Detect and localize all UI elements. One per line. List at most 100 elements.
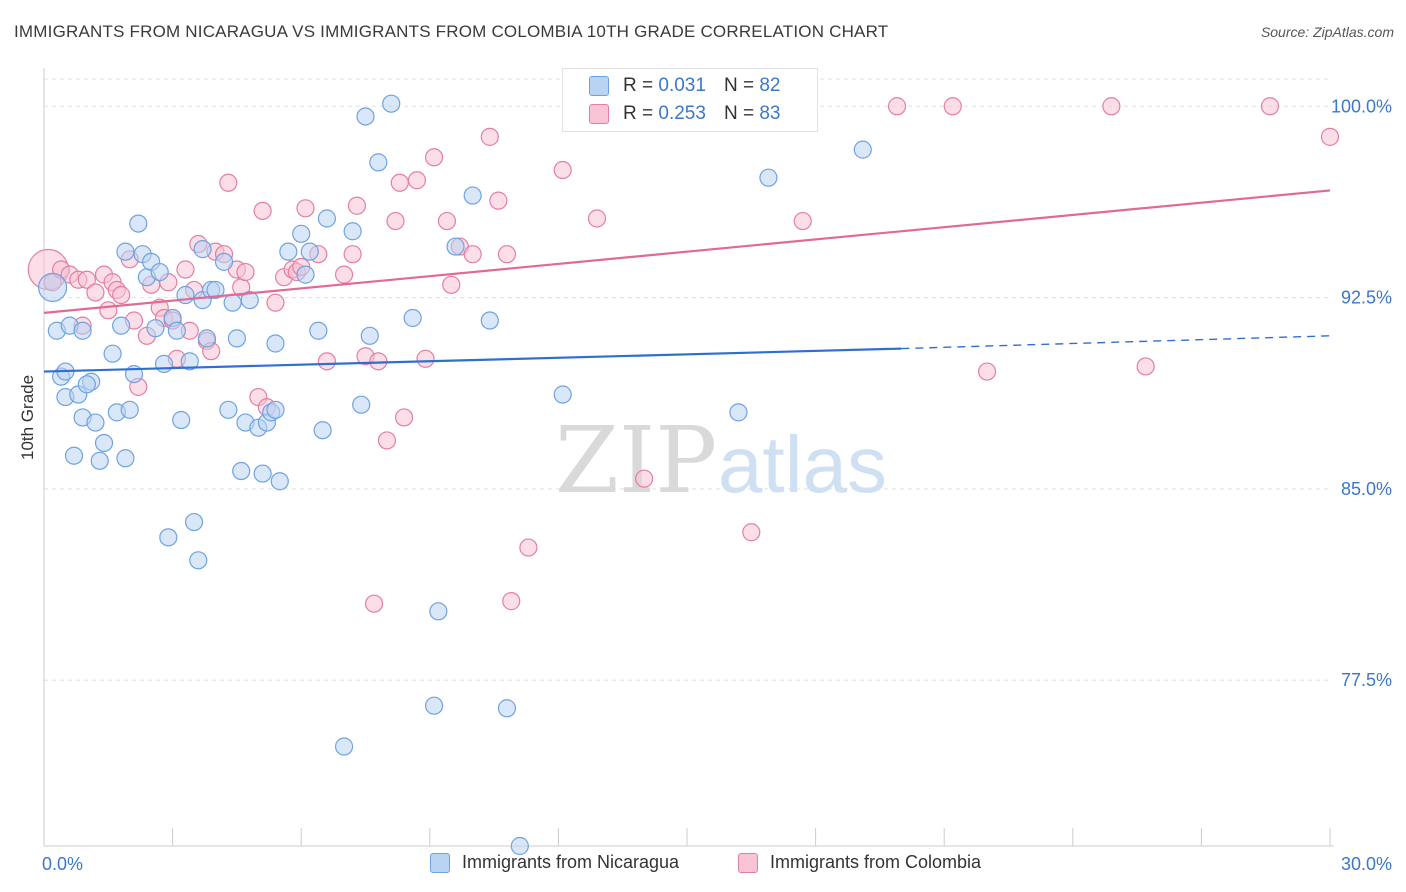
nicaragua-point: [146, 319, 165, 338]
x-tick-label: 0.0%: [42, 854, 83, 874]
nicaragua-point: [510, 836, 529, 856]
colombia-point: [497, 245, 517, 264]
nicaragua-point: [90, 451, 109, 470]
legend-label: Immigrants from Nicaragua: [462, 852, 680, 872]
nicaragua-point: [227, 329, 246, 348]
colombia-point: [266, 293, 285, 312]
chart-title: IMMIGRANTS FROM NICARAGUA VS IMMIGRANTS …: [14, 22, 889, 41]
nicaragua-point: [446, 237, 465, 256]
legend-label: Immigrants from Colombia: [770, 852, 982, 872]
colombia-point: [176, 260, 195, 279]
nicaragua-point: [167, 321, 186, 340]
nicaragua-point: [214, 252, 234, 271]
legend-row-colombia: R = 0.253 N = 83: [589, 101, 780, 127]
nicaragua-point: [180, 352, 199, 371]
stats-legend: R = 0.031 N = 82 R = 0.253 N = 83: [562, 68, 818, 132]
colombia-point: [1136, 357, 1155, 376]
colombia-point: [553, 160, 572, 180]
n-value: 83: [759, 103, 781, 124]
colombia-point: [253, 201, 272, 220]
colombia-point: [887, 97, 907, 116]
nicaragua-point: [296, 265, 315, 284]
nicaragua-point: [116, 242, 135, 261]
nicaragua-point: [429, 602, 448, 621]
colombia-point: [86, 283, 105, 302]
nicaragua-point: [266, 334, 285, 353]
nicaragua-point: [120, 400, 139, 419]
y-tick-label: 85.0%: [1341, 479, 1392, 499]
nicaragua-point: [270, 472, 289, 491]
colombia-point: [1102, 97, 1121, 116]
colombia-point: [112, 285, 131, 305]
legend-item-colombia: Immigrants from Colombia: [738, 852, 981, 873]
colombia-point: [296, 199, 315, 218]
nicaragua-point: [356, 107, 375, 126]
colombia-point: [364, 594, 384, 613]
colombia-point: [407, 171, 427, 190]
pink-swatch: [589, 104, 609, 124]
nicaragua-point: [219, 400, 238, 419]
colombia-point: [347, 196, 367, 215]
nicaragua-point: [497, 699, 517, 718]
blue-swatch: [589, 76, 609, 96]
nicaragua-point: [37, 272, 68, 302]
colombia-point: [343, 245, 362, 264]
nicaragua-point: [266, 400, 285, 419]
nicaragua-point: [343, 222, 362, 241]
y-tick-label: 100.0%: [1331, 96, 1392, 116]
nicaragua-point: [313, 421, 332, 440]
nicaragua-points: [37, 94, 872, 856]
colombia-point: [463, 245, 482, 264]
y-tick-label: 77.5%: [1341, 670, 1392, 690]
colombia-point: [519, 538, 538, 557]
colombia-point: [480, 127, 499, 146]
r-label: R =: [623, 75, 654, 96]
colombia-point: [334, 265, 354, 284]
nicaragua-point: [154, 354, 174, 373]
colombia-point: [742, 523, 761, 542]
grid-lines: [44, 78, 1330, 681]
colombia-point: [502, 592, 521, 611]
colombia-point: [1260, 97, 1280, 116]
nicaragua-point: [317, 209, 337, 228]
colombia-point: [236, 262, 255, 282]
nicaragua-point: [103, 344, 122, 363]
nicaragua-point: [240, 291, 259, 310]
nicaragua-point: [206, 280, 225, 300]
r-value: 0.031: [658, 75, 706, 96]
nicaragua-point: [73, 321, 92, 340]
nicaragua-point: [193, 240, 212, 259]
axes: [43, 68, 1334, 847]
blue-swatch: [430, 852, 450, 873]
nicaragua-point: [159, 528, 178, 547]
colombia-point: [489, 191, 508, 210]
nicaragua-point: [172, 410, 191, 430]
nicaragua-point: [112, 316, 131, 335]
colombia-point: [394, 408, 414, 427]
tick-labels: 77.5% 85.0% 92.5% 100.0% 0.0% 30.0%: [42, 96, 1392, 874]
nicaragua-point: [189, 551, 208, 570]
colombia-point: [442, 275, 461, 294]
source-label: Source: ZipAtlas.com: [1260, 24, 1394, 40]
nicaragua-point: [360, 326, 379, 345]
colombia-point: [1320, 127, 1340, 146]
nicaragua-trend-extension: [901, 335, 1331, 350]
nicaragua-point: [334, 737, 354, 756]
nicaragua-point: [150, 262, 169, 282]
nicaragua-point: [853, 140, 872, 159]
nicaragua-point: [279, 242, 298, 261]
nicaragua-point: [223, 293, 242, 312]
n-label: N =: [723, 103, 755, 124]
nicaragua-point: [129, 214, 148, 233]
nicaragua-point: [253, 464, 272, 483]
colombia-point: [416, 349, 435, 368]
colombia-point: [424, 148, 444, 167]
r-label: R =: [623, 103, 654, 124]
nicaragua-point: [369, 153, 388, 172]
pink-swatch: [738, 852, 758, 873]
y-tick-label: 92.5%: [1341, 288, 1392, 308]
watermark-atlas: atlas: [718, 420, 887, 509]
y-axis-label: 10th Grade: [18, 374, 37, 460]
nicaragua-point: [729, 403, 748, 422]
